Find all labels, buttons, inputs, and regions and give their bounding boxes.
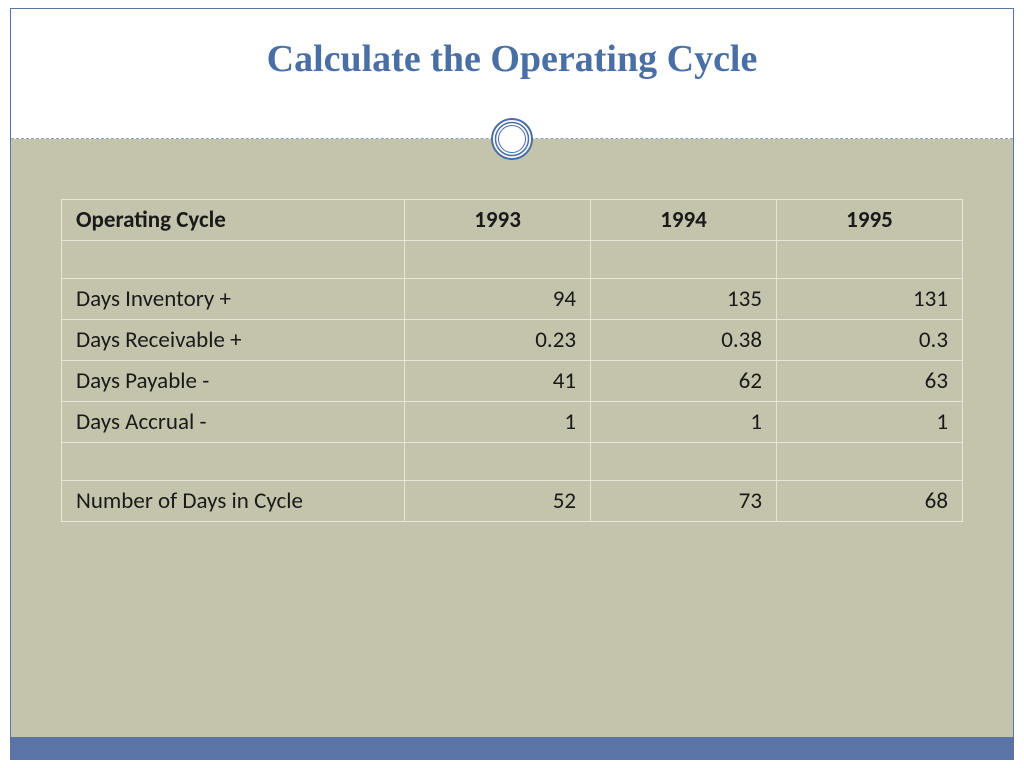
cell: 52 — [405, 481, 591, 522]
circle-decoration-icon — [490, 117, 534, 161]
cell: 1 — [591, 402, 777, 443]
summary-row: Number of Days in Cycle 52 73 68 — [62, 481, 963, 522]
slide-frame: Calculate the Operating Cycle Operating … — [10, 8, 1014, 760]
col-header-1993: 1993 — [405, 200, 591, 241]
col-header-1994: 1994 — [591, 200, 777, 241]
bottom-accent-bar — [11, 737, 1013, 759]
cell: 68 — [777, 481, 963, 522]
col-header-label: Operating Cycle — [62, 200, 405, 241]
content-area: Operating Cycle 1993 1994 1995 Days Inve… — [11, 139, 1013, 737]
slide-title: Calculate the Operating Cycle — [11, 9, 1013, 81]
row-label: Days Accrual - — [62, 402, 405, 443]
cell: 1 — [777, 402, 963, 443]
row-label: Days Payable - — [62, 361, 405, 402]
row-label: Days Inventory + — [62, 279, 405, 320]
table-row: Days Receivable + 0.23 0.38 0.3 — [62, 320, 963, 361]
cell: 41 — [405, 361, 591, 402]
cell: 62 — [591, 361, 777, 402]
header-area: Calculate the Operating Cycle — [11, 9, 1013, 139]
cell: 94 — [405, 279, 591, 320]
summary-label: Number of Days in Cycle — [62, 481, 405, 522]
table-row: Days Accrual - 1 1 1 — [62, 402, 963, 443]
spacer-row — [62, 443, 963, 481]
table-row: Days Inventory + 94 135 131 — [62, 279, 963, 320]
cell: 0.3 — [777, 320, 963, 361]
cell: 0.38 — [591, 320, 777, 361]
operating-cycle-table: Operating Cycle 1993 1994 1995 Days Inve… — [61, 199, 963, 522]
cell: 73 — [591, 481, 777, 522]
cell: 0.23 — [405, 320, 591, 361]
cell: 63 — [777, 361, 963, 402]
cell: 135 — [591, 279, 777, 320]
col-header-1995: 1995 — [777, 200, 963, 241]
cell: 131 — [777, 279, 963, 320]
table-row: Days Payable - 41 62 63 — [62, 361, 963, 402]
spacer-row — [62, 241, 963, 279]
row-label: Days Receivable + — [62, 320, 405, 361]
cell: 1 — [405, 402, 591, 443]
table-header-row: Operating Cycle 1993 1994 1995 — [62, 200, 963, 241]
